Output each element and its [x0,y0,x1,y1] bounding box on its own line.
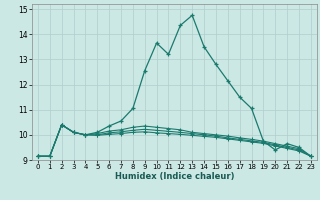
X-axis label: Humidex (Indice chaleur): Humidex (Indice chaleur) [115,172,234,181]
